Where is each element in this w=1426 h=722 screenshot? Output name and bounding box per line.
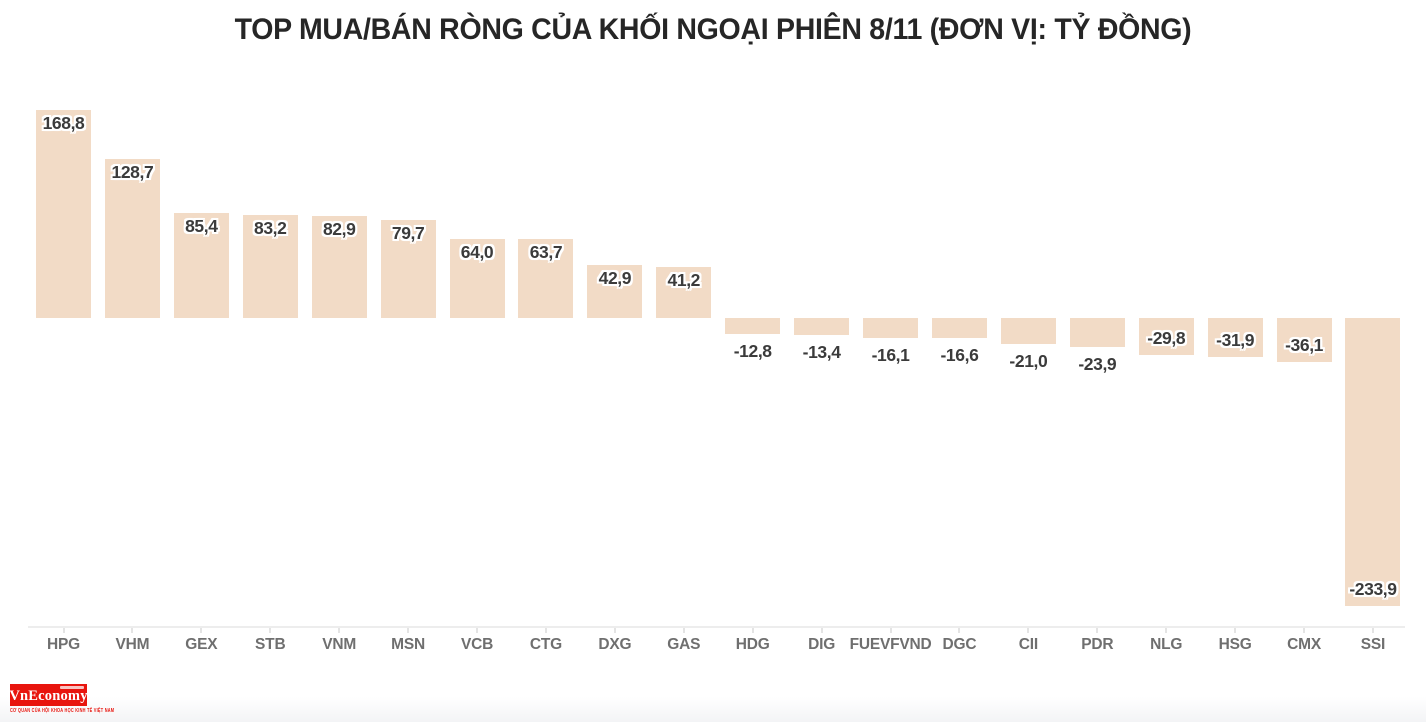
bar-value-label: 128,7 (111, 162, 154, 183)
vneconomy-tagline: CƠ QUAN CỦA HỘI KHOA HỌC KINH TẾ VIỆT NA… (10, 708, 115, 714)
bar-value-label: -12,8 (733, 340, 772, 361)
vneconomy-logo: VnEconomy (9, 684, 88, 706)
x-axis-label-gas: GAS (667, 636, 701, 653)
x-axis-tick (131, 628, 134, 633)
x-axis-tick (269, 628, 272, 633)
x-axis-tick (544, 628, 547, 633)
bar-value-label: 41,2 (667, 270, 701, 291)
x-axis-tick (613, 628, 616, 633)
bar-value-label: 82,9 (322, 218, 356, 239)
bar-msn (380, 219, 436, 318)
x-axis-label-vnm: VNM (322, 636, 357, 653)
bar-gex (173, 212, 229, 318)
bar-dig (794, 318, 850, 335)
x-axis-tick (820, 628, 823, 633)
bar-pdr (1069, 318, 1125, 348)
vneconomy-logo-text: VnEconomy (9, 688, 88, 704)
x-axis-tick (476, 628, 479, 633)
bar-value-label: -36,1 (1285, 335, 1323, 356)
x-axis-label-ctg: CTG (529, 636, 562, 653)
x-axis-label-pdr: PDR (1081, 636, 1114, 653)
x-axis-label-cmx: CMX (1287, 636, 1321, 653)
x-axis-line (28, 626, 1405, 628)
bar-dgc (931, 318, 987, 339)
x-axis-tick (751, 628, 754, 633)
x-axis-label-vhm: VHM (115, 636, 150, 653)
bar-gas (656, 267, 712, 318)
bar-hdg (725, 318, 781, 334)
bar-value-label: 168,8 (42, 112, 85, 133)
x-axis-tick (62, 628, 65, 633)
logo-micro-text (60, 686, 84, 689)
x-axis-label-ssi: SSI (1360, 636, 1386, 653)
bar-vhm (104, 159, 160, 318)
x-axis-label-gex: GEX (185, 636, 218, 653)
x-axis-tick (1027, 628, 1030, 633)
x-axis-label-hpg: HPG (47, 636, 80, 653)
bar-value-label: -31,9 (1216, 330, 1255, 351)
bar-vcb (449, 239, 505, 318)
bar-dxg (587, 265, 643, 318)
x-axis-label-dxg: DXG (598, 636, 632, 653)
bar-value-label: -233,9 (1349, 579, 1397, 600)
x-axis-label-dgc: DGC (942, 636, 977, 653)
x-axis-label-fuevfvnd: FUEVFVND (849, 636, 932, 653)
bar-value-label: -16,1 (871, 344, 910, 365)
x-axis-tick (407, 628, 410, 633)
x-axis-tick (1096, 628, 1099, 633)
x-axis-label-hsg: HSG (1218, 636, 1252, 653)
x-axis-label-cii: CII (1018, 636, 1038, 653)
bar-value-label: 85,4 (185, 215, 218, 236)
x-axis-tick (1165, 628, 1168, 633)
bar-ssi (1345, 318, 1401, 607)
bar-hpg (36, 109, 91, 318)
x-axis-label-nlg: NLG (1150, 636, 1183, 653)
x-axis-tick (1234, 628, 1237, 633)
x-axis-tick (200, 628, 203, 633)
x-axis-tick (1303, 628, 1306, 633)
bar-nlg (1138, 318, 1194, 355)
x-axis-tick (338, 628, 341, 633)
bar-ctg (518, 239, 574, 318)
x-axis-tick (889, 628, 892, 633)
bar-cii (1000, 318, 1056, 344)
bar-value-label: -23,9 (1078, 354, 1117, 375)
bar-stb (242, 215, 298, 318)
x-axis-tick (1371, 628, 1374, 633)
bar-fuevfvnd (863, 318, 919, 338)
bar-value-label: 79,7 (391, 222, 425, 243)
bar-value-label: 83,2 (254, 218, 287, 239)
x-axis-label-dig: DIG (808, 636, 836, 653)
chart-title: TOP MUA/BÁN RÒNG CỦA KHỐI NGOẠI PHIÊN 8/… (234, 13, 1192, 46)
bar-value-label: -29,8 (1147, 327, 1186, 348)
x-axis-label-msn: MSN (391, 636, 426, 653)
x-axis-label-vcb: VCB (460, 636, 494, 653)
x-axis-tick (682, 628, 685, 633)
bar-value-label: -21,0 (1009, 350, 1048, 371)
bar-value-label: -16,6 (940, 345, 979, 366)
bar-value-label: 42,9 (598, 268, 632, 289)
bar-value-label: 63,7 (529, 242, 563, 263)
bar-value-label: 64,0 (460, 242, 494, 263)
bar-cmx (1276, 318, 1332, 363)
bar-vnm (311, 215, 367, 318)
x-axis-tick (958, 628, 961, 633)
bar-hsg (1207, 318, 1263, 358)
x-axis-label-stb: STB (255, 636, 286, 653)
bar-value-label: -13,4 (802, 341, 841, 362)
x-axis-label-hdg: HDG (735, 636, 770, 653)
